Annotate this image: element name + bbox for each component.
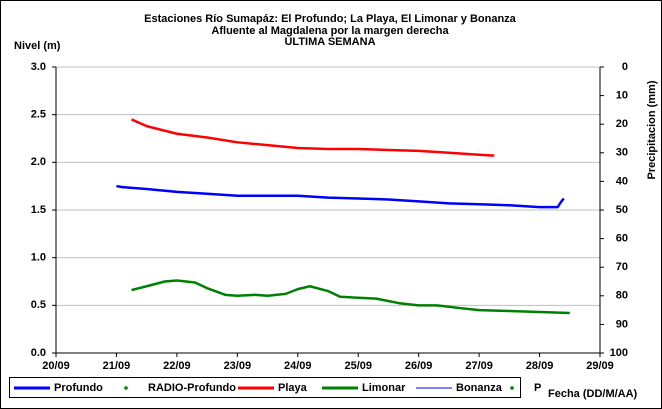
y-tick-label: 0.5 (31, 299, 46, 311)
y-tick-label: 1.5 (31, 204, 46, 216)
y2-tick-label: 60 (616, 233, 628, 245)
y2-tick-label: 10 (616, 90, 628, 102)
legend-label: Profundo (54, 382, 103, 394)
x-tick-label: 20/09 (42, 360, 70, 372)
y-tick-label: 2.5 (31, 109, 46, 121)
series-line (116, 184, 565, 209)
y2-tick-label: 30 (616, 147, 628, 159)
chart-title: Estaciones Río Sumapáz: El Profundo; La … (144, 13, 517, 25)
y2-axis-label: Precipitacion (mm) (646, 80, 658, 179)
y2-tick-label: 40 (616, 175, 628, 187)
y-axis-label: Nivel (m) (14, 40, 61, 52)
legend-marker (510, 386, 514, 390)
x-tick-label: 23/09 (224, 360, 252, 372)
y2-tick-label: 50 (616, 204, 628, 216)
y2-tick-label: 80 (616, 290, 628, 302)
y2-tick-label: 0 (622, 61, 628, 73)
x-tick-label: 24/09 (284, 360, 312, 372)
x-tick-label: 28/09 (526, 360, 554, 372)
chart-title: ULTIMA SEMANA (284, 36, 375, 48)
y-tick-label: 2.0 (31, 156, 46, 168)
x-tick-label: 27/09 (465, 360, 493, 372)
legend-label: P (534, 382, 541, 394)
legend-marker (124, 386, 128, 390)
legend-label: RADIO-Profundo (148, 382, 236, 394)
series-line (131, 279, 570, 315)
x-tick-label: 25/09 (344, 360, 372, 372)
y-tick-label: 0.0 (31, 347, 46, 359)
y-tick-label: 1.0 (31, 252, 46, 264)
legend-label: Limonar (362, 382, 406, 394)
x-axis-label: Fecha (DD/M/AA) (548, 388, 638, 400)
y2-tick-label: 90 (616, 318, 628, 330)
legend-label: Playa (278, 382, 308, 394)
x-tick-label: 29/09 (586, 360, 614, 372)
x-tick-label: 22/09 (163, 360, 191, 372)
legend-label: Bonanza (456, 382, 503, 394)
chart-title: Afluente al Magdalena por la margen dere… (211, 25, 449, 37)
y-tick-label: 3.0 (31, 61, 46, 73)
y2-tick-label: 70 (616, 261, 628, 273)
x-tick-label: 21/09 (103, 360, 131, 372)
y2-tick-label: 100 (610, 347, 628, 359)
x-tick-label: 26/09 (405, 360, 433, 372)
series-line (131, 118, 495, 157)
y2-tick-label: 20 (616, 118, 628, 130)
